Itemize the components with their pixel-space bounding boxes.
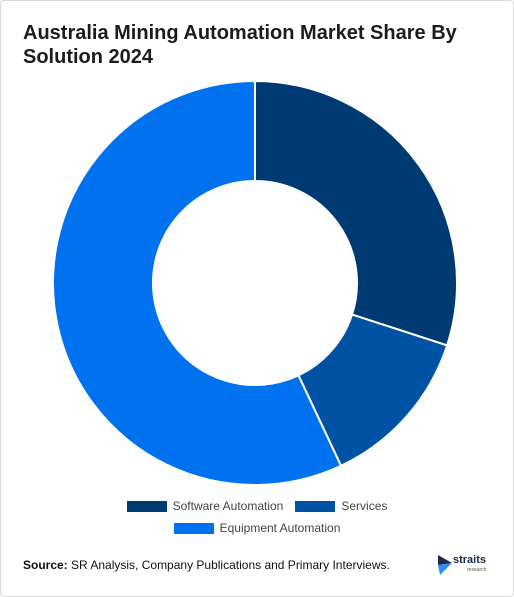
brand-name: straits	[453, 554, 487, 566]
legend-label-services: Services	[341, 499, 388, 513]
donut-chart	[52, 79, 458, 486]
legend-item-software-automation[interactable]: Software Automation	[126, 499, 284, 513]
legend-swatch-services	[295, 500, 336, 512]
source-label: Source:	[23, 558, 68, 572]
legend-swatch-equipment-automation	[173, 522, 214, 534]
chart-legend: Software Automation Services Equipment A…	[1, 495, 513, 539]
chart-title: Australia Mining Automation Market Share…	[23, 22, 457, 68]
brand-logo: straits research	[437, 552, 497, 578]
brand-sub: research	[467, 567, 487, 573]
legend-item-services[interactable]: Services	[295, 499, 387, 513]
legend-row-2: Equipment Automation	[1, 517, 513, 539]
legend-swatch-software-automation	[126, 500, 167, 512]
source-note: Source: SR Analysis, Company Publication…	[23, 558, 390, 572]
donut-slice-software-automation[interactable]	[254, 79, 458, 347]
legend-row-1: Software Automation Services	[1, 495, 513, 517]
legend-label-software-automation: Software Automation	[172, 499, 284, 513]
brand-mark-icon	[438, 555, 452, 575]
donut-slice-equipment-automation[interactable]	[52, 79, 343, 486]
legend-label-equipment-automation: Equipment Automation	[219, 521, 341, 535]
legend-item-equipment-automation[interactable]: Equipment Automation	[173, 521, 341, 535]
source-text: SR Analysis, Company Publications and Pr…	[71, 558, 390, 572]
